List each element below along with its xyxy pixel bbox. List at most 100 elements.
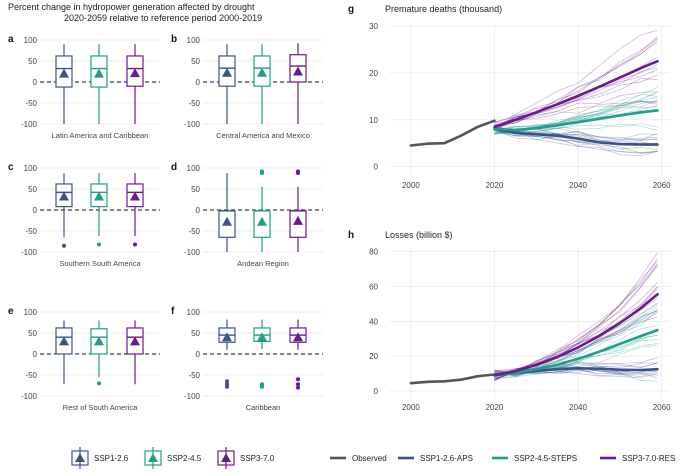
y-tick-label: 100	[24, 36, 38, 45]
legend-boxplot: SSP1-2.6 SSP2-4.5 SSP3-7.0	[71, 447, 275, 469]
box-panel-f: 100 50 0 -50 -100 f Caribbean	[171, 306, 323, 412]
box-panels: 100 50 0 -50 -100 a Latin America and Caribbea…	[8, 34, 323, 412]
legend-key-triangle	[75, 453, 85, 462]
legend-label: SSP2-4.5	[167, 454, 202, 463]
y-tick-label: 50	[191, 57, 200, 66]
y-tick-label: 100	[187, 308, 201, 317]
ensemble-member-line	[494, 127, 658, 141]
ensemble-member-line	[494, 128, 658, 141]
ensemble-member-line	[494, 78, 658, 128]
series-line-ssp1-2-6-aps	[493, 127, 659, 146]
y-tick-label: -50	[188, 227, 200, 236]
ensemble-member-line	[494, 101, 658, 131]
y-tick-label: 0	[196, 206, 201, 215]
mean-triangle	[257, 332, 267, 342]
mean-triangle	[59, 191, 69, 201]
y-tick-label: 60	[369, 282, 378, 291]
region-label: Rest of South America	[63, 403, 138, 412]
panel-letter: e	[8, 306, 14, 317]
box-ssp3-7-0	[126, 44, 144, 124]
series-line-ssp3-7-0-res	[493, 59, 659, 129]
mean-triangle	[94, 68, 104, 78]
box-ssp1-2-6	[55, 173, 73, 248]
box-ssp2-4-5	[90, 44, 108, 124]
ensemble-member-line	[494, 130, 658, 154]
mean-triangle	[59, 68, 69, 78]
ensemble-member-line	[494, 100, 658, 129]
ensemble-member-line	[494, 265, 658, 374]
box-ssp1-2-6	[55, 44, 73, 124]
y-tick-label: -100	[184, 248, 201, 257]
box-figure-title-line1: Percent change in hydropower generation …	[8, 2, 255, 12]
box-figure-title-line2: 2020-2059 relative to reference period 2…	[64, 13, 262, 23]
ensemble-member-line	[494, 91, 658, 135]
ensemble-member-line	[494, 86, 658, 127]
y-tick-label: 30	[369, 22, 378, 31]
panel-letter: c	[8, 162, 14, 173]
y-tick-label: -50	[25, 99, 37, 108]
panel-letter: h	[348, 230, 354, 241]
panel-letter: a	[8, 34, 14, 45]
y-tick-label: -50	[188, 99, 200, 108]
outlier-point	[260, 384, 264, 389]
x-tick-label: 2000	[402, 403, 420, 412]
ensemble-member-line	[494, 67, 658, 128]
legend-item-ssp2-4-5: SSP2-4.5	[144, 447, 202, 469]
x-tick-label: 2020	[486, 403, 504, 412]
region-label: Latin America and Caribbean	[52, 131, 149, 140]
mean-triangle	[257, 67, 267, 77]
y-tick-label: 50	[191, 185, 200, 194]
mean-triangle	[130, 336, 140, 346]
box-ssp1-2-6	[218, 173, 236, 252]
y-tick-label: 50	[28, 185, 37, 194]
legend-label: SSP3-7.0-RES	[622, 454, 675, 463]
y-tick-label: 50	[191, 329, 200, 338]
y-tick-label: 100	[187, 36, 201, 45]
y-tick-label: 50	[28, 329, 37, 338]
legend-item-ssp1-2-6: SSP1-2.6	[71, 447, 129, 469]
box-panel-a: 100 50 0 -50 -100 a Latin America and Caribbea…	[8, 34, 160, 140]
ensemble-member-line	[494, 91, 658, 131]
legend-label: SSP3-7.0	[240, 454, 275, 463]
x-tick-label: 2000	[402, 181, 420, 190]
legend-item-observed: Observed	[330, 454, 387, 463]
ensemble-member-line	[494, 130, 658, 141]
mean-triangle	[293, 332, 303, 342]
ensemble-member-line	[494, 69, 658, 130]
ensemble-member-line	[494, 260, 658, 379]
panel-letter: g	[348, 4, 354, 15]
y-tick-label: 50	[28, 57, 37, 66]
ensemble-member-line	[494, 41, 658, 129]
ensemble-member-line	[494, 258, 658, 373]
ensemble-member-line	[494, 366, 658, 377]
y-tick-label: 80	[369, 247, 378, 256]
box-ssp3-7-0	[289, 169, 307, 252]
box-panel-b: 100 50 0 -50 -100 b Central America and Mexico	[171, 34, 323, 140]
box-ssp2-4-5	[90, 320, 108, 386]
line-panels: g Premature deaths (thousand) 0 10 20 30 2000 2…	[348, 4, 671, 412]
box-panel-c: 100 50 0 -50 -100 c Southern South America	[8, 162, 160, 268]
mean-triangle	[222, 67, 232, 77]
box-ssp3-7-0	[289, 43, 307, 124]
panel-letter: d	[171, 162, 177, 173]
y-tick-label: -100	[184, 120, 201, 129]
y-tick-label: 0	[196, 350, 201, 359]
box-panel-e: 100 50 0 -50 -100 e Rest of South America	[8, 306, 160, 412]
mean-triangle	[94, 336, 104, 346]
box-ssp3-7-0	[289, 319, 307, 390]
legend-item-ssp3-7-0-res: SSP3-7.0-RES	[600, 454, 675, 463]
y-tick-label: 0	[33, 350, 38, 359]
y-tick-label: -100	[21, 120, 38, 129]
outlier-point	[296, 385, 300, 390]
mean-triangle	[59, 336, 69, 346]
outlier-point	[225, 384, 229, 389]
ensemble-member-line	[494, 29, 658, 130]
ensemble-member-line	[494, 345, 658, 375]
region-label: Southern South America	[59, 259, 141, 268]
ensemble-member-line	[494, 123, 658, 135]
box-ssp2-4-5	[253, 169, 271, 252]
box-ssp1-2-6	[55, 320, 73, 385]
ensemble-member-line	[494, 64, 658, 124]
y-tick-label: 100	[24, 164, 38, 173]
